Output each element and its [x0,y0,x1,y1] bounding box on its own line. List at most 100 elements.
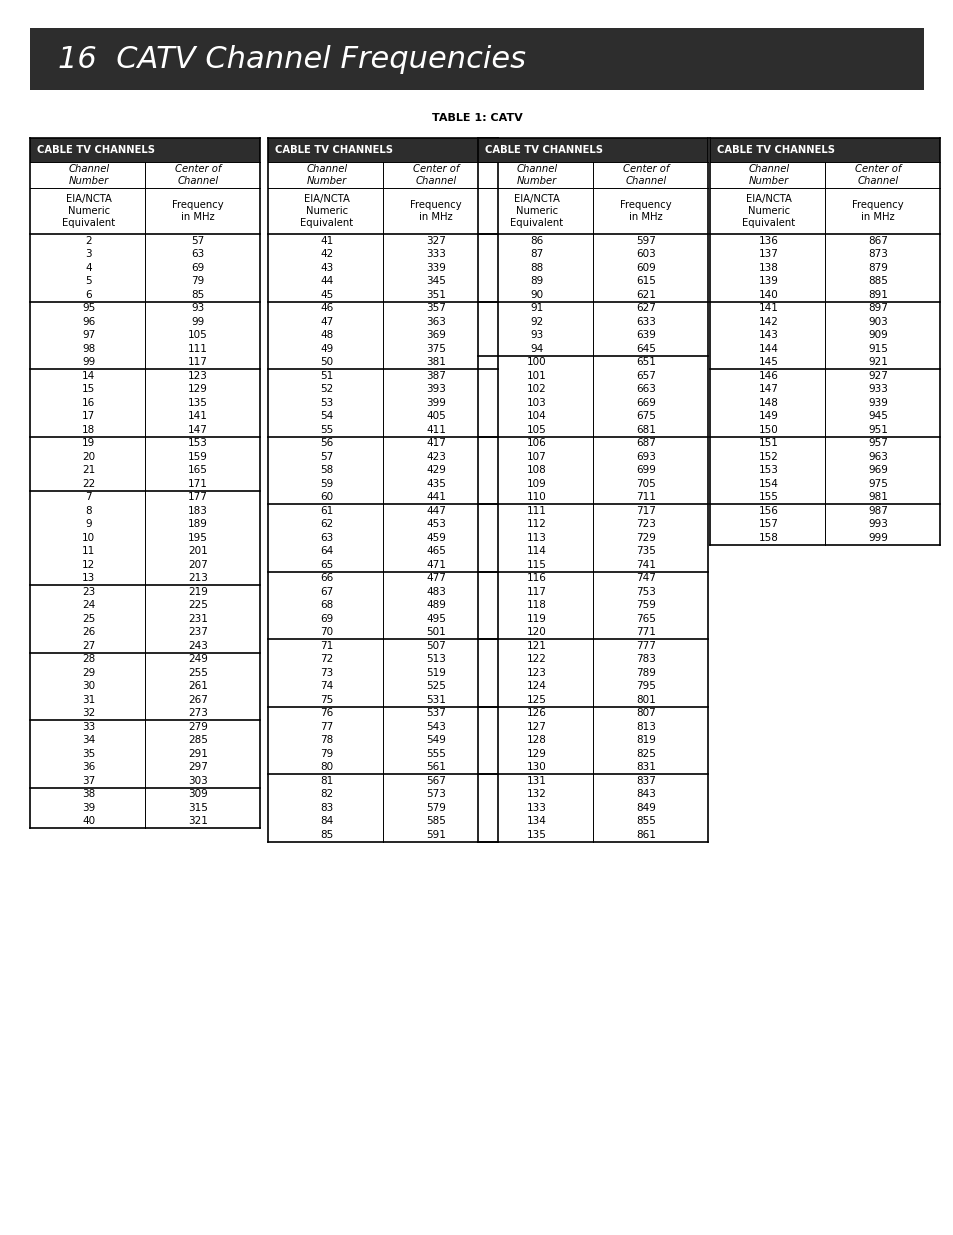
Text: 927: 927 [867,370,887,380]
Text: 351: 351 [426,290,445,300]
Text: 849: 849 [636,803,655,813]
Text: 8: 8 [85,506,91,516]
Text: 633: 633 [636,316,655,327]
Text: 369: 369 [426,330,445,341]
Text: 699: 699 [636,466,655,475]
Text: 143: 143 [758,330,778,341]
Text: 345: 345 [426,277,445,287]
Text: 111: 111 [188,343,208,353]
Text: 113: 113 [526,532,546,542]
Text: 297: 297 [188,762,208,772]
Text: 987: 987 [867,506,887,516]
Text: 21: 21 [82,466,95,475]
Text: 705: 705 [636,479,655,489]
Text: 231: 231 [188,614,208,624]
Text: 483: 483 [426,587,445,597]
Text: 130: 130 [526,762,546,772]
Text: 207: 207 [188,559,208,569]
Text: 96: 96 [82,316,95,327]
Text: Channel
Number: Channel Number [68,164,109,185]
Text: 77: 77 [319,721,333,732]
Text: 795: 795 [636,682,655,692]
Text: 26: 26 [82,627,95,637]
Text: 657: 657 [636,370,655,380]
Text: 759: 759 [636,600,655,610]
Text: 121: 121 [526,641,546,651]
Text: 639: 639 [636,330,655,341]
Text: 52: 52 [319,384,333,394]
Text: 132: 132 [526,789,546,799]
Text: 627: 627 [636,304,655,314]
Text: 146: 146 [758,370,778,380]
Text: 363: 363 [426,316,445,327]
Text: 891: 891 [867,290,887,300]
Text: 147: 147 [188,425,208,435]
Text: 34: 34 [82,735,95,745]
Text: 411: 411 [426,425,445,435]
Text: 80: 80 [320,762,333,772]
Text: 13: 13 [82,573,95,583]
Text: Frequency
in MHz: Frequency in MHz [410,200,461,222]
Text: 150: 150 [758,425,778,435]
Text: 279: 279 [188,721,208,732]
Text: 879: 879 [867,263,887,273]
Text: 621: 621 [636,290,655,300]
Text: 27: 27 [82,641,95,651]
Text: 963: 963 [867,452,887,462]
Text: 40: 40 [82,816,95,826]
Text: 98: 98 [82,343,95,353]
Text: CABLE TV CHANNELS: CABLE TV CHANNELS [717,144,834,156]
Text: 4: 4 [85,263,91,273]
Text: 93: 93 [191,304,204,314]
Text: 249: 249 [188,655,208,664]
Text: 140: 140 [758,290,778,300]
Text: Frequency
in MHz: Frequency in MHz [172,200,223,222]
Text: CABLE TV CHANNELS: CABLE TV CHANNELS [484,144,602,156]
Text: 112: 112 [526,519,546,530]
Text: 7: 7 [85,493,91,503]
Text: 669: 669 [636,398,655,408]
Text: 375: 375 [426,343,445,353]
Text: 753: 753 [636,587,655,597]
Text: 123: 123 [526,668,546,678]
Text: 158: 158 [758,532,778,542]
Text: 741: 741 [636,559,655,569]
Text: 67: 67 [319,587,333,597]
Text: 327: 327 [426,236,445,246]
Text: 591: 591 [426,830,445,840]
Text: 597: 597 [636,236,655,246]
Text: 321: 321 [188,816,208,826]
Text: 831: 831 [636,762,655,772]
Text: 99: 99 [191,316,204,327]
Text: 93: 93 [530,330,542,341]
Text: 120: 120 [526,627,546,637]
Text: 155: 155 [758,493,778,503]
Text: 183: 183 [188,506,208,516]
Text: 63: 63 [191,249,204,259]
Text: 9: 9 [85,519,91,530]
Text: 17: 17 [82,411,95,421]
Text: 189: 189 [188,519,208,530]
Text: 771: 771 [636,627,655,637]
Text: 531: 531 [426,695,445,705]
Text: 65: 65 [319,559,333,569]
Text: 94: 94 [530,343,542,353]
Text: 549: 549 [426,735,445,745]
Text: 154: 154 [758,479,778,489]
Text: 87: 87 [530,249,542,259]
Text: 921: 921 [867,357,887,367]
Text: 122: 122 [526,655,546,664]
Text: 417: 417 [426,438,445,448]
Text: 309: 309 [188,789,208,799]
Text: 645: 645 [636,343,655,353]
Text: 48: 48 [319,330,333,341]
Text: 124: 124 [526,682,546,692]
Text: 723: 723 [636,519,655,530]
Text: 135: 135 [188,398,208,408]
Text: 60: 60 [320,493,333,503]
Text: 72: 72 [319,655,333,664]
Text: 51: 51 [319,370,333,380]
Text: 139: 139 [758,277,778,287]
Text: 687: 687 [636,438,655,448]
Text: 159: 159 [188,452,208,462]
